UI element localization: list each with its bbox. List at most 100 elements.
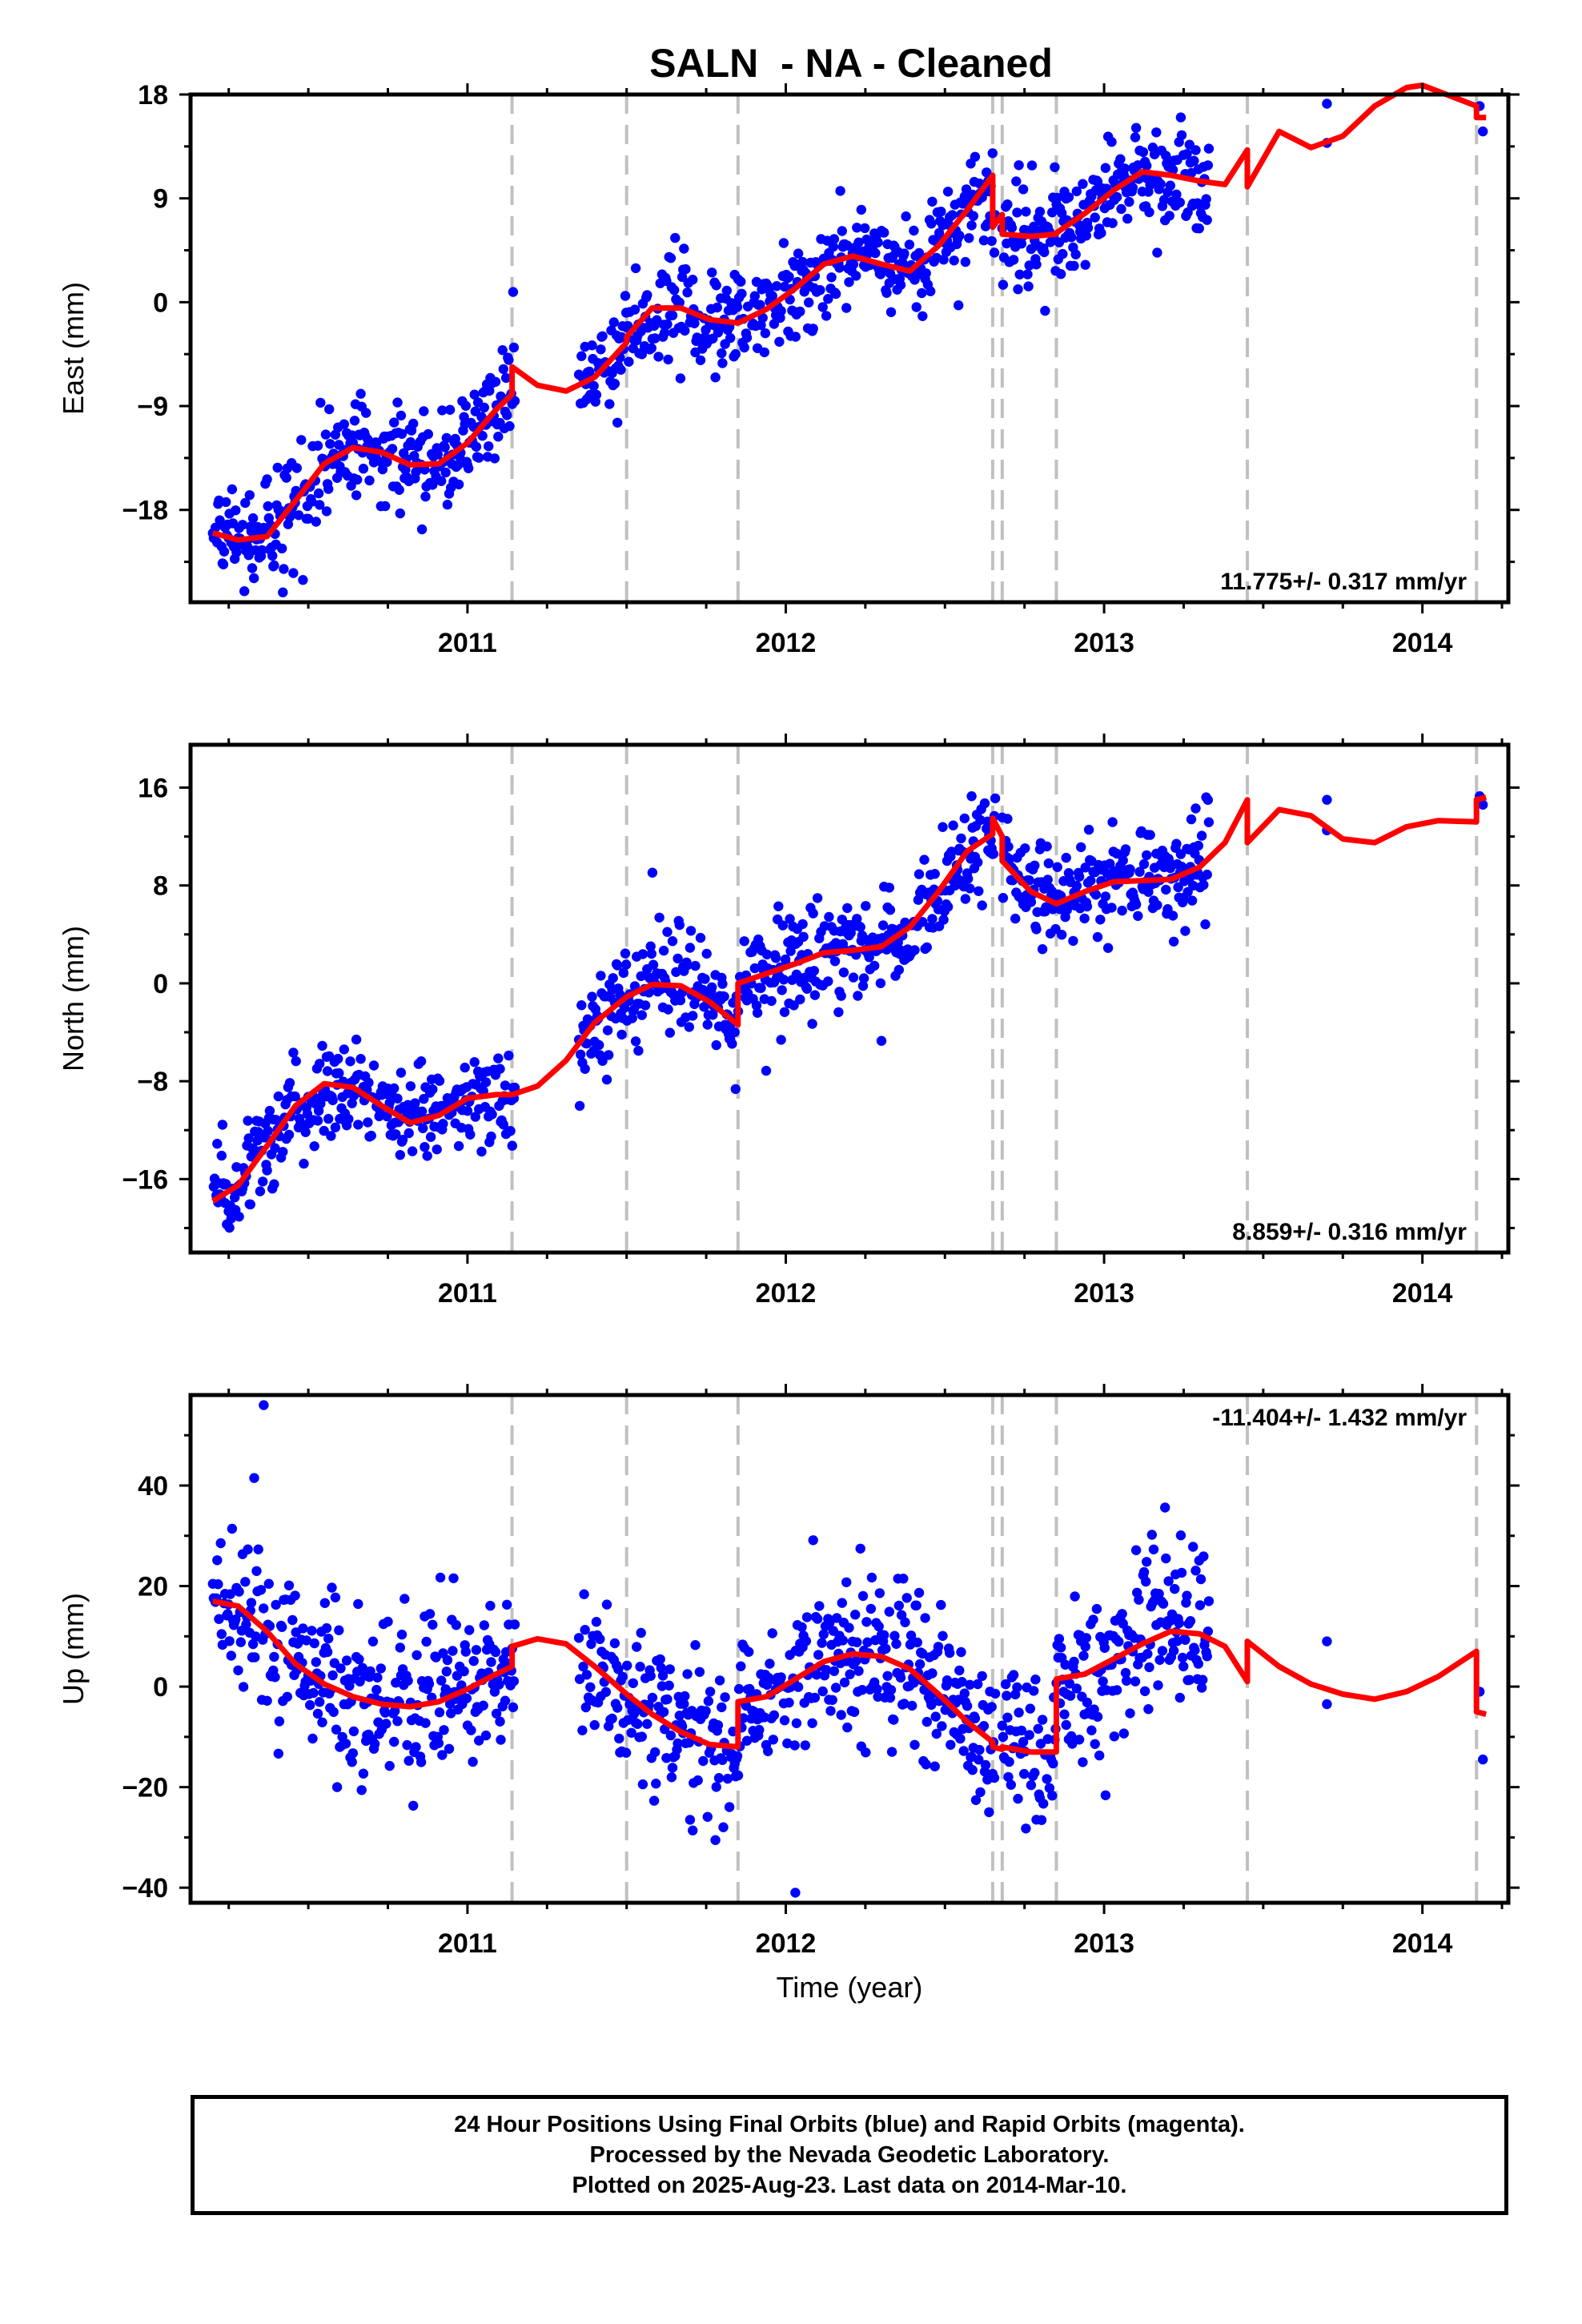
east-data-point xyxy=(669,285,680,296)
east-data-point xyxy=(1176,130,1187,140)
north-data-point xyxy=(366,1130,376,1141)
north-data-point xyxy=(339,1044,349,1055)
east-data-point xyxy=(432,449,443,460)
east-data-point xyxy=(675,373,686,384)
east-data-point xyxy=(364,475,375,486)
up-data-point xyxy=(907,1700,917,1711)
north-data-point xyxy=(616,1029,627,1040)
north-data-point xyxy=(1092,931,1103,943)
east-data-point xyxy=(269,560,279,571)
east-data-point xyxy=(474,452,484,463)
up-data-point xyxy=(1174,1618,1184,1629)
east-data-point xyxy=(502,410,512,420)
up-data-point xyxy=(647,1692,658,1703)
up-data-point xyxy=(965,1679,975,1690)
north-data-point xyxy=(230,1192,240,1203)
east-data-point xyxy=(717,348,727,359)
up-data-point xyxy=(984,1807,994,1818)
north-x-tick-labels: 2011 2012 2013 2014 xyxy=(438,1278,1453,1309)
up-data-point xyxy=(581,1670,592,1680)
north-data-point xyxy=(416,1056,427,1067)
up-data-point xyxy=(573,1633,584,1643)
north-data-point xyxy=(327,1095,338,1106)
up-data-point xyxy=(1146,1530,1158,1540)
east-data-point xyxy=(681,263,691,275)
up-data-point xyxy=(997,1720,1008,1731)
up-data-point xyxy=(841,1577,852,1588)
east-data-point xyxy=(1080,259,1090,270)
east-data-point xyxy=(921,268,931,279)
up-data-point xyxy=(1082,1697,1093,1708)
east-data-point xyxy=(620,291,631,301)
north-data-point xyxy=(1003,842,1014,852)
north-data-point xyxy=(604,1050,614,1060)
east-x-tick-label: 2012 xyxy=(756,628,817,658)
up-data-point xyxy=(1190,1645,1200,1655)
east-data-point xyxy=(1011,176,1022,187)
up-data-point xyxy=(927,1668,938,1679)
up-data-point xyxy=(998,1731,1009,1743)
east-data-point xyxy=(942,187,954,197)
up-data-point xyxy=(812,1614,823,1624)
up-data-point xyxy=(428,1619,438,1630)
east-data-point xyxy=(755,300,765,310)
north-data-point xyxy=(1042,875,1053,885)
up-data-point xyxy=(986,1702,997,1712)
east-data-point xyxy=(978,235,990,246)
up-data-point xyxy=(1160,1502,1170,1513)
up-data-point xyxy=(975,1787,986,1798)
east-data-point xyxy=(396,428,408,439)
east-data-point xyxy=(721,285,732,296)
east-data-point xyxy=(1070,249,1081,259)
up-data-point xyxy=(807,1718,817,1728)
up-data-point xyxy=(690,1640,701,1651)
north-data-point xyxy=(855,922,865,932)
north-data-point xyxy=(278,1147,288,1157)
north-data-point xyxy=(505,1126,516,1136)
up-data-point xyxy=(383,1616,393,1627)
up-data-point xyxy=(491,1708,502,1719)
up-data-point xyxy=(1060,1659,1070,1670)
up-data-point xyxy=(612,1703,623,1713)
north-data-point xyxy=(620,959,632,970)
up-data-point xyxy=(851,1655,861,1667)
up-data-point xyxy=(226,1651,236,1661)
east-data-point xyxy=(1082,223,1094,233)
up-data-point xyxy=(436,1675,447,1686)
east-data-point xyxy=(852,223,862,233)
north-data-point xyxy=(646,948,656,959)
north-data-point xyxy=(363,1077,374,1088)
north-data-point xyxy=(389,1083,400,1094)
north-velocity-label: 8.859+/- 0.316 mm/yr xyxy=(1232,1219,1467,1245)
north-data-point xyxy=(702,1019,713,1030)
east-data-point xyxy=(237,520,248,530)
up-data-point xyxy=(768,1735,778,1745)
north-data-point xyxy=(1193,840,1204,851)
up-data-point xyxy=(855,1543,865,1554)
north-data-point xyxy=(823,976,833,987)
up-data-point xyxy=(970,1713,981,1723)
up-data-point xyxy=(459,1666,469,1677)
north-data-point xyxy=(612,960,623,971)
east-y-axis-title: East (mm) xyxy=(57,282,90,415)
east-data-point xyxy=(1057,207,1067,219)
east-data-point xyxy=(509,396,520,406)
east-data-point xyxy=(1130,132,1141,143)
north-data-point xyxy=(730,1084,741,1095)
north-data-point xyxy=(1057,930,1067,940)
east-data-point xyxy=(1155,179,1166,190)
north-data-point xyxy=(965,883,975,894)
up-data-point xyxy=(315,1697,325,1707)
up-data-point xyxy=(701,1706,711,1716)
up-data-point xyxy=(1185,1616,1196,1626)
north-data-point xyxy=(495,1063,505,1074)
up-data-point xyxy=(705,1687,716,1697)
east-data-point xyxy=(1116,203,1126,215)
east-data-point xyxy=(1006,223,1018,233)
north-data-point xyxy=(243,1116,253,1126)
east-data-point xyxy=(677,271,688,283)
north-data-point xyxy=(647,867,658,878)
north-data-point xyxy=(245,1199,255,1210)
east-data-point xyxy=(471,441,482,452)
up-data-point xyxy=(215,1538,226,1549)
